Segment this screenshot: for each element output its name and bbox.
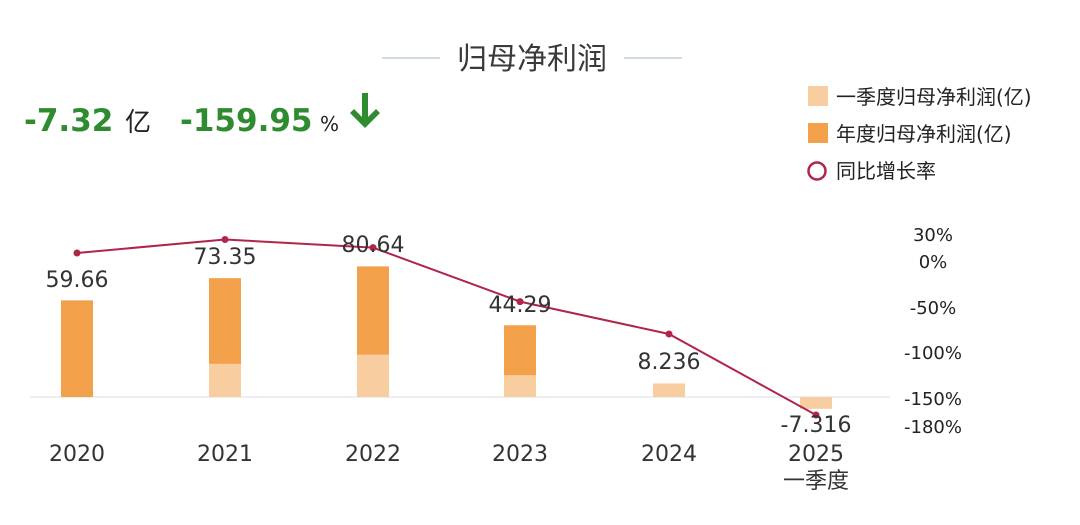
legend-swatch-growth — [807, 161, 827, 181]
y-right-tick-0: 30% — [913, 225, 953, 246]
headline-value: -7.32 — [24, 103, 113, 139]
chart-title: 归母净利润 — [457, 42, 607, 77]
data-label-2: 80.64 — [342, 233, 405, 258]
y-right-tick-1: 0% — [919, 252, 948, 273]
x-tick-5: 2025 — [788, 442, 844, 467]
data-label-4: 8.236 — [638, 350, 701, 375]
legend-swatch-annual — [808, 123, 828, 143]
growth-point-0 — [73, 249, 81, 257]
growth-point-2 — [369, 244, 377, 252]
growth-line — [76, 238, 817, 416]
bar-quarter-1 — [209, 363, 241, 397]
bar-quarter-4 — [653, 383, 685, 397]
bars-layer — [61, 266, 832, 409]
headline-unit: 亿 — [125, 108, 151, 138]
x-tick-0: 2020 — [49, 442, 105, 467]
legend-label-quarter: 一季度归母净利润(亿) — [836, 85, 1032, 109]
legend: 一季度归母净利润(亿) 年度归母净利润(亿) 同比增长率 — [807, 85, 1032, 183]
bar-annual-0 — [61, 300, 93, 397]
y-right-tick-3: -100% — [904, 343, 962, 364]
y-right-tick-4: -150% — [904, 389, 962, 410]
y-right-tick-5: -180% — [904, 417, 962, 438]
x-tick-4: 2024 — [641, 442, 697, 467]
headline-change: -159.95 — [180, 103, 313, 139]
growth-point-5 — [812, 411, 820, 419]
data-label-0: 59.66 — [46, 268, 109, 293]
headline-change-unit: % — [320, 112, 339, 136]
y-right-axis: 30% 0% -50% -100% -150% -180% — [904, 225, 962, 438]
legend-label-annual: 年度归母净利润(亿) — [836, 122, 1012, 146]
bar-quarter-5 — [800, 397, 832, 409]
data-label-1: 73.35 — [194, 245, 257, 270]
growth-point-4 — [665, 330, 673, 338]
x-tick-1: 2021 — [197, 442, 253, 467]
down-arrow-icon — [350, 93, 380, 128]
x-tick-2: 2022 — [345, 442, 401, 467]
data-label-5: -7.316 — [781, 413, 852, 438]
bar-quarter-3 — [504, 375, 536, 397]
legend-label-growth: 同比增长率 — [836, 159, 936, 183]
growth-line-layer — [73, 236, 820, 419]
growth-point-1 — [221, 236, 229, 243]
data-labels-layer: 59.66 73.35 80.64 44.29 8.236 -7.316 — [46, 233, 852, 438]
x-tick-3: 2023 — [492, 442, 548, 467]
growth-point-3 — [516, 298, 524, 306]
legend-swatch-quarter — [808, 86, 828, 106]
bar-quarter-2 — [357, 354, 389, 397]
x-tick-5-sub: 一季度 — [783, 469, 849, 494]
y-right-tick-2: -50% — [910, 298, 957, 319]
data-label-3: 44.29 — [489, 293, 552, 318]
